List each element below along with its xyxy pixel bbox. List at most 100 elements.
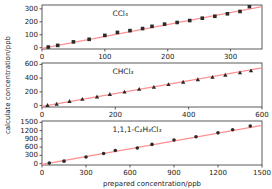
fit-line [42,68,262,107]
x-tick-label: 200 [109,111,122,119]
y-tick [40,91,43,92]
y-tick [40,138,43,139]
data-point [55,102,59,106]
data-point [45,103,49,107]
plot-frame [42,5,262,49]
data-point [102,152,106,156]
fit-line [42,7,262,49]
x-tick [42,107,43,110]
y-tick [40,8,43,9]
marks [42,124,262,165]
panel-label: 1,1,1-C₂H₃Cl₃ [112,125,161,134]
y-tick-label: 0 [34,102,38,110]
data-point [137,87,141,91]
y-tick-label: 400 [25,74,38,82]
x-tick-label: 100 [98,53,111,61]
data-point [136,146,140,150]
y-tick-label: 0 [34,44,38,52]
x-tick [42,49,43,52]
data-point [163,22,167,26]
y-tick-label: 200 [25,88,38,96]
data-point [238,70,242,74]
data-point [67,99,71,103]
data-point [108,92,112,96]
panel-label: CCl₄ [112,9,128,18]
x-tick-label: 300 [224,53,237,61]
data-point [80,97,84,101]
x-tick [218,165,219,168]
chart: 01002003000100200300CCl₄0200400600020040… [0,0,272,189]
data-point [48,161,52,165]
x-axis-label: prepared concentration/ppb [103,180,202,188]
panel: 02004006000200400600CHCl₃ [25,60,269,119]
data-point [72,40,76,44]
x-tick-label: 600 [255,111,268,119]
x-tick [230,49,231,52]
y-tick [40,163,43,164]
x-tick [262,165,263,168]
data-point [56,44,60,48]
data-point [116,31,120,35]
panel-label: CHCl₃ [112,67,133,76]
x-tick [174,165,175,168]
data-point [238,10,242,14]
data-point [128,29,132,33]
data-point [46,45,50,49]
y-tick-label: 200 [25,18,38,26]
x-tick-label: 1500 [253,169,271,177]
y-tick [40,34,43,35]
x-tick [104,49,105,52]
x-tick-label: 1200 [209,169,227,177]
y-tick [40,105,43,106]
y-tick-label: 300 [25,5,38,13]
data-point [172,138,176,142]
y-tick-label: 1200 [20,127,38,135]
data-point [223,73,227,77]
plot-frame [42,63,262,107]
data-point [95,95,99,99]
x-tick [86,165,87,168]
x-tick-label: 300 [79,169,92,177]
y-tick [40,147,43,148]
data-point [84,155,88,159]
y-tick [40,21,43,22]
plot-frame [42,121,262,165]
y-tick [40,130,43,131]
data-point [62,159,66,163]
y-tick [40,78,43,79]
data-point [231,128,235,132]
y-axis-label: calculate concentration/ppb [4,35,12,134]
x-tick-label: 600 [123,169,136,177]
panel: 01002003000100200300CCl₄ [25,5,262,61]
data-point [122,90,126,94]
data-point [248,5,252,8]
data-point [248,124,252,128]
y-tick [40,64,43,65]
y-tick-label: 300 [25,151,38,159]
y-tick-label: 600 [25,60,38,68]
fit-line [42,125,262,164]
y-tick-label: 0 [34,160,38,168]
data-point [200,16,204,20]
x-tick [188,107,189,110]
data-point [194,135,198,139]
data-point [226,12,230,16]
marks [42,5,262,49]
y-tick-label: 600 [25,143,38,151]
x-tick [167,49,168,52]
data-point [249,68,253,72]
x-tick [115,107,116,110]
data-point [152,85,156,89]
y-tick [40,155,43,156]
data-point [216,131,220,135]
x-tick-label: 400 [182,111,195,119]
data-point [196,77,200,81]
data-point [87,37,91,41]
x-tick-label: 0 [40,53,44,61]
data-point [181,80,185,84]
panel: 0300600900120015000300600900120015001,1,… [20,118,271,177]
marks [42,68,262,107]
x-tick-label: 0 [40,169,44,177]
x-tick [42,165,43,168]
y-tick-label: 900 [25,135,38,143]
